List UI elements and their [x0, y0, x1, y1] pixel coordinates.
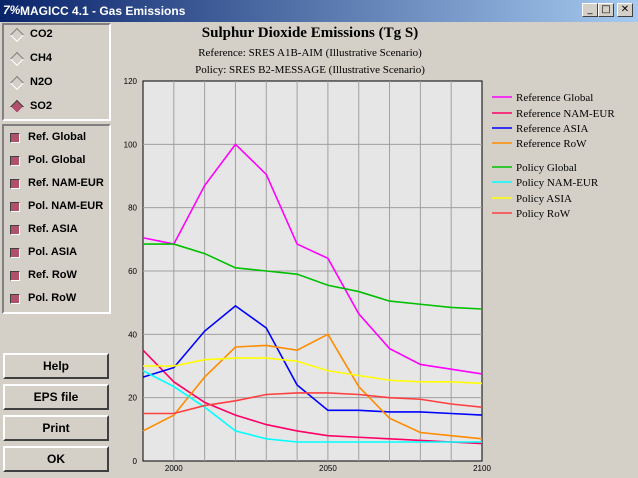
- toggle-pol-nam-eur[interactable]: Pol. NAM-EUR: [4, 197, 109, 220]
- app-icon: 7%: [3, 3, 21, 17]
- toggle-ref-nam-eur[interactable]: Ref. NAM-EUR: [4, 174, 109, 197]
- series-toggle-panel: Ref. Global Pol. Global Ref. NAM-EUR Pol…: [2, 124, 111, 314]
- y-tick-label: 20: [128, 394, 137, 403]
- series-line-3: [142, 333, 483, 440]
- checkbox-icon: [10, 156, 20, 166]
- help-button[interactable]: Help: [3, 353, 109, 379]
- x-tick-label: 2100: [473, 464, 491, 473]
- toggle-ref-row[interactable]: Ref. RoW: [4, 266, 109, 289]
- gas-option-ch4[interactable]: CH4: [4, 49, 109, 72]
- checkbox-icon: [10, 133, 20, 143]
- checkbox-icon: [10, 271, 20, 281]
- series-line-0: [142, 143, 483, 375]
- toggle-pol-row[interactable]: Pol. RoW: [4, 289, 109, 312]
- x-tick-label: 2050: [319, 464, 337, 473]
- y-tick-label: 80: [128, 204, 137, 213]
- print-button[interactable]: Print: [3, 415, 109, 441]
- legend-label-0: Reference Global: [516, 92, 593, 104]
- x-tick-label: 2000: [165, 464, 183, 473]
- minimize-button[interactable]: _: [582, 3, 598, 17]
- gas-selector-panel: CO2 CH4 N2O SO2: [2, 23, 111, 121]
- close-button[interactable]: ✕: [617, 3, 633, 17]
- legend-label-1: Reference NAM-EUR: [516, 108, 615, 120]
- toggle-ref-global[interactable]: Ref. Global: [4, 128, 109, 151]
- y-tick-label: 0: [133, 457, 138, 466]
- ok-button[interactable]: OK: [3, 446, 109, 472]
- gas-option-n2o[interactable]: N2O: [4, 73, 109, 96]
- series-line-4: [143, 243, 483, 310]
- eps-file-button[interactable]: EPS file: [3, 384, 109, 410]
- series-line-2: [142, 304, 483, 416]
- series-line-1: [142, 349, 483, 445]
- checkbox-icon: [10, 179, 20, 189]
- toggle-pol-asia[interactable]: Pol. ASIA: [4, 243, 109, 266]
- checkbox-icon: [10, 225, 20, 235]
- checkbox-icon: [10, 202, 20, 212]
- legend-label-5: Policy NAM-EUR: [516, 177, 599, 189]
- chart-subtitle-policy: Policy: SRES B2-MESSAGE (Illustrative Sc…: [195, 64, 425, 76]
- y-tick-label: 60: [128, 267, 137, 276]
- checkbox-icon: [10, 248, 20, 258]
- gas-option-co2[interactable]: CO2: [4, 25, 109, 48]
- legend-label-6: Policy ASIA: [516, 193, 572, 205]
- checkbox-icon: [10, 294, 20, 304]
- y-tick-label: 40: [128, 330, 137, 339]
- y-tick-label: 120: [124, 77, 138, 86]
- series-line-7: [143, 392, 483, 415]
- legend-label-3: Reference RoW: [516, 138, 587, 150]
- maximize-button[interactable]: □: [598, 3, 614, 17]
- series-line-5: [142, 370, 482, 443]
- legend-label-7: Policy RoW: [516, 208, 571, 220]
- window-title: MAGICC 4.1 - Gas Emissions: [20, 4, 186, 18]
- title-bar: 7% MAGICC 4.1 - Gas Emissions _ □ ✕: [0, 0, 638, 22]
- toggle-ref-asia[interactable]: Ref. ASIA: [4, 220, 109, 243]
- chart-title: Sulphur Dioxide Emissions (Tg S): [201, 25, 419, 41]
- chart-subtitle-reference: Reference: SRES A1B-AIM (Illustrative Sc…: [198, 47, 422, 59]
- series-line-6: [143, 357, 483, 385]
- y-tick-label: 100: [124, 140, 138, 149]
- gas-option-so2[interactable]: SO2: [4, 97, 109, 120]
- legend-label-2: Reference ASIA: [516, 123, 588, 135]
- toggle-pol-global[interactable]: Pol. Global: [4, 151, 109, 174]
- legend-label-4: Policy Global: [516, 162, 577, 174]
